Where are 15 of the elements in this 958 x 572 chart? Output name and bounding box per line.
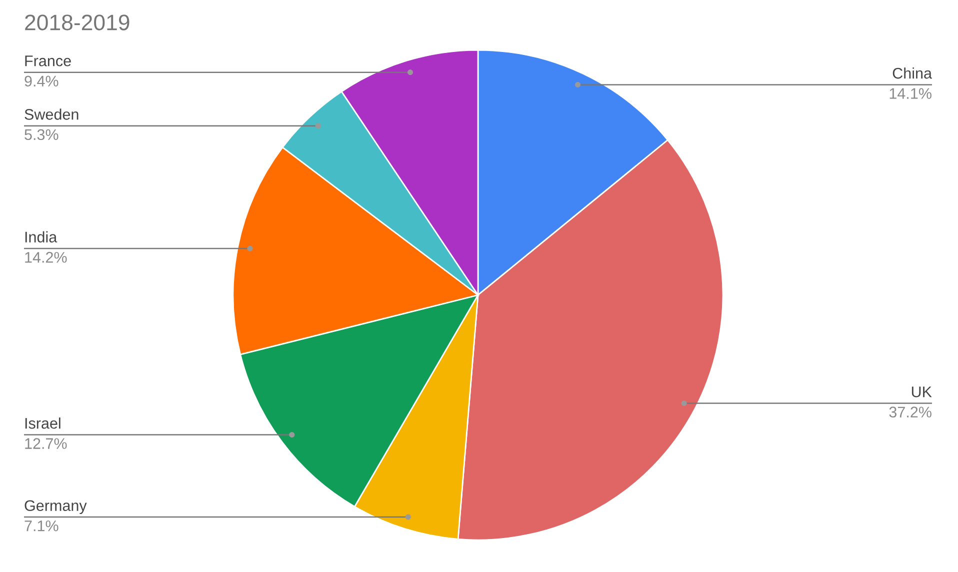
slice-label: UK bbox=[912, 386, 932, 398]
slice-label: Germany bbox=[24, 500, 87, 514]
slice-label: Israel bbox=[25, 418, 60, 429]
slice-label: China bbox=[892, 67, 932, 79]
data-label: 14.2% bbox=[25, 252, 67, 263]
slice-label: India bbox=[25, 231, 58, 242]
data-label: 7.1% bbox=[24, 520, 58, 532]
data-label: 9.4% bbox=[24, 76, 58, 87]
slice-label: France bbox=[25, 56, 71, 66]
data-label: 12.7% bbox=[25, 438, 67, 449]
data-label: 5.3% bbox=[24, 129, 58, 140]
chart-title: 2018-2019 bbox=[25, 14, 130, 30]
data-label: 37.2% bbox=[889, 406, 932, 418]
slice-label: Sweden bbox=[24, 108, 78, 120]
data-label: 14.1% bbox=[890, 88, 932, 99]
